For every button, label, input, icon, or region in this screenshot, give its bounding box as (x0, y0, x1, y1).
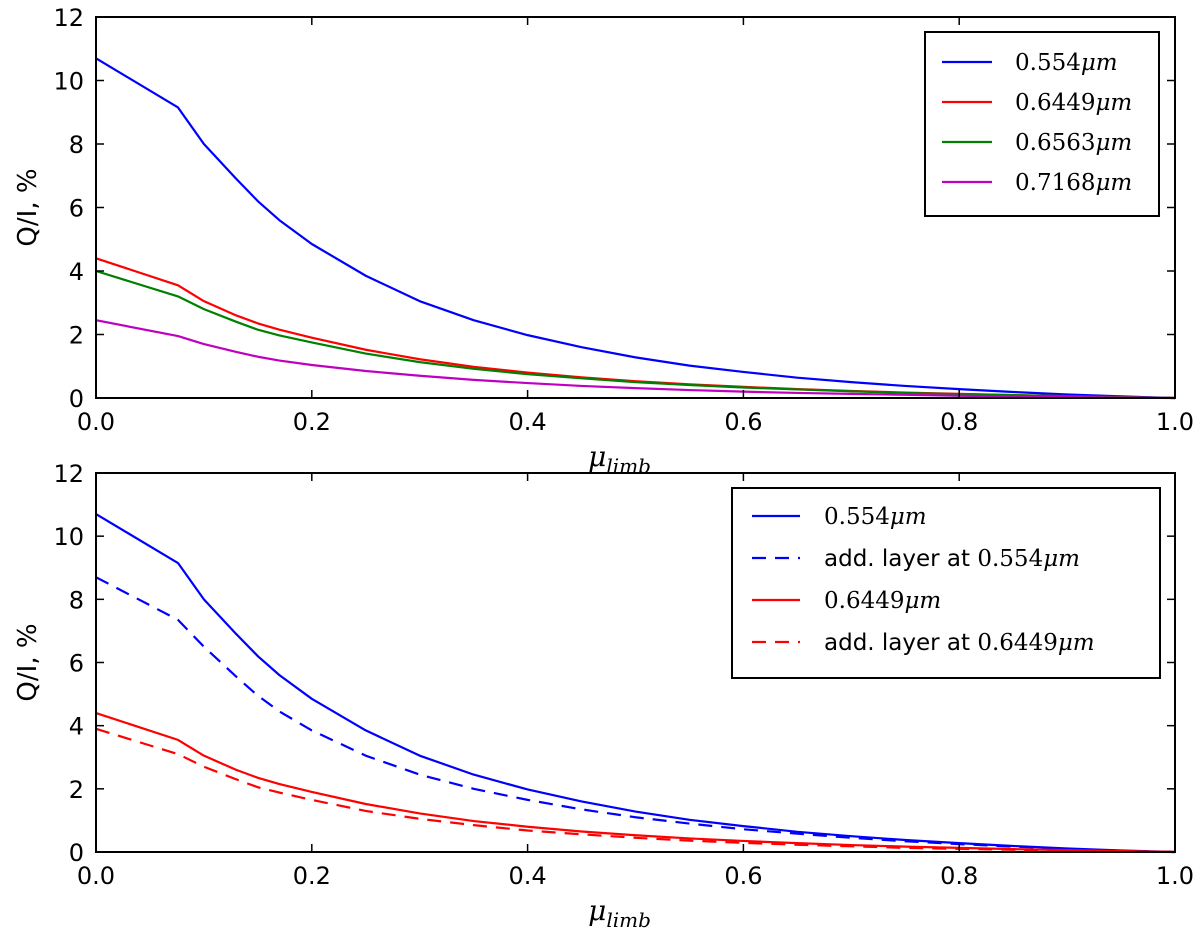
y-tick-label: 2 (69, 776, 84, 804)
x-tick-label: 1.0 (1156, 408, 1194, 436)
y-axis-label: Q/I, % (13, 623, 43, 701)
legend-label: add. layer at 0.554μm (824, 546, 1080, 572)
series-line-bottom-3 (95, 727, 1176, 854)
x-tick-label: 0.0 (77, 408, 115, 436)
x-tick-label: 0.8 (940, 408, 978, 436)
y-tick-label: 6 (69, 195, 84, 223)
series-line-top-1 (95, 257, 1176, 400)
x-tick-label: 1.0 (1156, 862, 1194, 890)
legend-bottom: 0.554μm add. layer at 0.554μm 0.6449μm add.… (731, 487, 1161, 679)
legend-label: 0.6449μm (1015, 90, 1132, 116)
y-tick-label: 8 (69, 586, 84, 614)
x-tick-label: 0.8 (940, 862, 978, 890)
y-tick-label: 12 (53, 460, 84, 488)
y-tick-label: 0 (69, 839, 84, 867)
x-tick-label: 0.6 (724, 862, 762, 890)
y-tick-label: 10 (53, 68, 84, 96)
x-tick-label: 0.0 (77, 862, 115, 890)
series-line-top-0 (95, 57, 1176, 400)
series-line-top-3 (95, 319, 1176, 400)
y-tick-label: 0 (69, 385, 84, 413)
y-tick-label: 12 (53, 4, 84, 32)
legend-label: add. layer at 0.6449μm (824, 630, 1095, 656)
x-tick-label: 0.2 (293, 408, 331, 436)
y-tick-label: 10 (53, 523, 84, 551)
y-tick-label: 2 (69, 322, 84, 350)
legend-label: 0.554μm (1015, 50, 1118, 76)
legend-box (731, 487, 1161, 679)
series-line-top-2 (95, 269, 1176, 400)
x-tick-label: 0.6 (724, 408, 762, 436)
x-tick-label: 0.4 (509, 862, 547, 890)
y-tick-label: 6 (69, 650, 84, 678)
legend-label: 0.6563μm (1015, 130, 1132, 156)
y-axis-label: Q/I, % (13, 168, 43, 246)
legend-label: 0.554μm (824, 504, 927, 530)
y-tick-label: 4 (69, 713, 84, 741)
series-line-bottom-1 (95, 576, 1176, 854)
x-axis-label: μlimb (588, 894, 651, 932)
x-tick-label: 0.2 (293, 862, 331, 890)
legend-top: 0.554μm 0.6449μm 0.6563μm 0.7168μm (924, 31, 1160, 217)
legend-label: 0.6449μm (824, 588, 941, 614)
y-tick-label: 4 (69, 258, 84, 286)
x-tick-label: 0.4 (509, 408, 547, 436)
legend-label: 0.7168μm (1015, 170, 1132, 196)
y-tick-label: 8 (69, 131, 84, 159)
chart-panel-bottom: 0.0 0.2 0.4 0.6 0.8 1.0 0 2 4 6 8 10 12 Q/I, % μlimb 0.… (13, 460, 1194, 932)
series-line-bottom-2 (95, 711, 1176, 854)
